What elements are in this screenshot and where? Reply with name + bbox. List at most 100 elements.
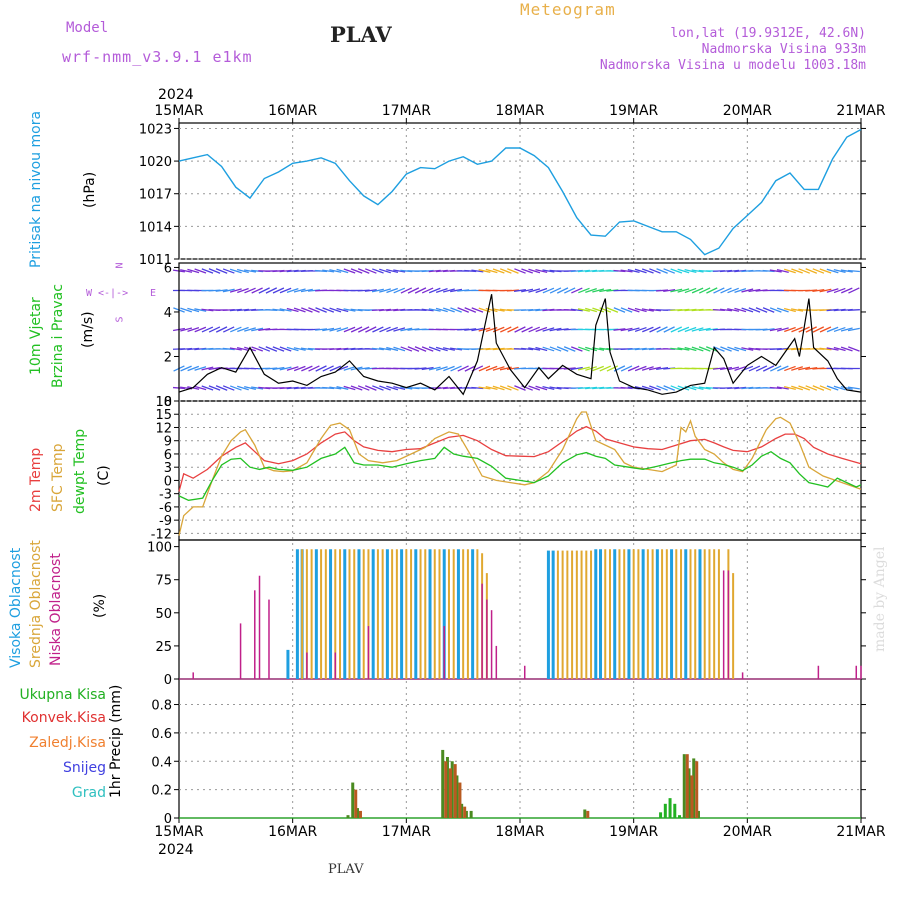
wind-arrow [358, 326, 370, 333]
cloud-bar [357, 549, 361, 679]
wind-arrow [329, 386, 342, 390]
wind-arrow [464, 365, 476, 372]
wind-arrow [677, 268, 690, 274]
wind-arrow [194, 308, 207, 312]
legend-snow: Snijeg [62, 760, 106, 776]
wind-arrow [215, 289, 228, 292]
wind-arrow [180, 307, 193, 313]
wind-arrow [556, 328, 569, 331]
wind-arrow [677, 347, 690, 351]
cloud-bar [623, 549, 626, 679]
wind-arrow [421, 346, 434, 352]
wind-arrow [272, 287, 285, 294]
wind-arrow [762, 365, 775, 372]
wind-arrow [293, 386, 306, 390]
wind-arrow [840, 269, 853, 273]
precip-bar [583, 809, 587, 818]
y-tick-label: 3 [164, 461, 172, 476]
wind-arrow [784, 365, 796, 372]
precip-bar [445, 757, 449, 818]
cloud-bar [334, 652, 337, 679]
wind-arrow [393, 346, 406, 352]
wind-arrow [762, 307, 775, 313]
wind-arrow [783, 385, 796, 391]
wind-arrow [748, 347, 761, 351]
precip-bar [441, 749, 445, 818]
cloud-bar [675, 549, 678, 679]
y-tick-label: 0 [164, 395, 172, 410]
wind-arrow [386, 346, 399, 352]
cloud-bar [192, 672, 194, 679]
wind-arrow [549, 346, 562, 352]
wind-arrow [642, 326, 654, 333]
wind-arrow [485, 268, 498, 274]
wind-arrow [848, 346, 860, 352]
cloud-bar [599, 549, 603, 679]
cloud-bar [708, 549, 711, 679]
cloud-bar [641, 549, 645, 679]
wind-arrow [521, 268, 533, 274]
cloud-bar [438, 549, 441, 679]
wind-arrow [180, 327, 193, 332]
wind-arrow [492, 366, 505, 371]
wind-arrow [641, 268, 654, 274]
cloud-bar [400, 549, 404, 679]
x-tick-label: 21MAR [836, 824, 885, 840]
cloud-bar [305, 549, 308, 679]
wind-arrow [315, 269, 328, 273]
wind-arrow [336, 307, 349, 313]
wind-arrow [812, 385, 825, 391]
wind-arrow [776, 269, 789, 273]
cloud-bar [320, 549, 323, 679]
wind-arrow [478, 386, 491, 390]
wind-arrow [514, 268, 526, 274]
wind-arrow [748, 288, 761, 293]
wind-arrow [478, 347, 491, 351]
wind-arrow [698, 346, 711, 352]
wind-arrow [279, 346, 292, 352]
wind-arrow [713, 346, 725, 352]
y-tick-label: 2 [164, 350, 172, 365]
y-tick-label: 6 [164, 261, 172, 276]
wind-arrow [656, 385, 668, 391]
wind-arrow [251, 346, 264, 352]
wind-arrow [357, 268, 370, 274]
wind-arrow [670, 385, 683, 391]
cloud-bar [637, 549, 640, 679]
wind-arrow [215, 385, 228, 391]
wind-arrow [783, 347, 796, 351]
wind-arrow [194, 385, 207, 391]
wind-arrow [542, 327, 555, 332]
y-tick-label: 0.2 [151, 784, 172, 799]
wind-arrow [478, 269, 491, 273]
wind-arrow [713, 287, 725, 294]
cloud-bar [561, 550, 564, 679]
y-tick-label: 100 [147, 541, 172, 556]
wind-arrow [450, 288, 463, 293]
wind-arrow [677, 326, 690, 333]
cloud-bar [348, 549, 351, 679]
wind-arrow [435, 366, 448, 371]
wind-arrow [414, 287, 427, 294]
compass-e: E [150, 288, 157, 299]
wind-arrow [641, 308, 654, 312]
model-name: wrf-nmm_v3.9.1 e1km [62, 48, 253, 66]
wind-arrow [791, 366, 804, 371]
precip-bar [586, 810, 590, 818]
wind-arrow [237, 287, 249, 294]
wind-arrow [208, 385, 221, 391]
wind-arrow [570, 346, 583, 352]
wind-arrow [236, 268, 249, 274]
year-label-bottom: 2024 [158, 842, 194, 858]
wind-arrow [848, 287, 860, 294]
wind-arrow [670, 326, 683, 333]
wind-arrow [329, 365, 342, 372]
wind-arrow [727, 346, 740, 352]
cloud-bar [442, 549, 446, 679]
wind-arrow [641, 366, 654, 371]
wind-arrow [719, 308, 733, 312]
cloud-bar [556, 550, 559, 679]
wind-arrow [819, 326, 832, 333]
wind-arrow [847, 269, 860, 273]
wind-arrow [364, 289, 377, 292]
